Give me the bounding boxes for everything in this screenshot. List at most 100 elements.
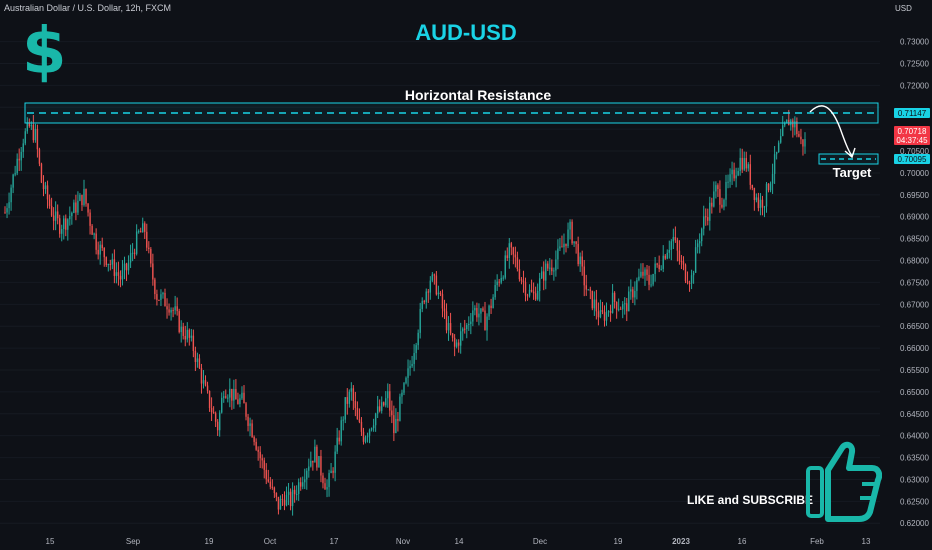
time-tick-7: Dec (533, 537, 547, 546)
time-axis[interactable] (0, 532, 932, 550)
candle-body (403, 383, 405, 393)
candle-body (441, 294, 444, 309)
candle-body (67, 219, 69, 230)
candle-body (81, 194, 83, 206)
candle-body (253, 437, 255, 442)
candles (4, 109, 806, 516)
candle-body (692, 272, 695, 276)
candle-body (101, 244, 103, 248)
candle-body (630, 289, 632, 292)
candle-body (769, 183, 772, 191)
candle-body (690, 275, 693, 284)
candle-body (709, 202, 711, 221)
candle-body (773, 154, 776, 174)
candle-body (534, 293, 537, 300)
candle-body (431, 274, 434, 281)
candle-body (802, 139, 804, 147)
candle-body (411, 363, 413, 367)
time-tick-0: 15 (46, 537, 55, 546)
candle-body (348, 391, 351, 404)
candle-body (399, 396, 401, 421)
candle-body (735, 175, 737, 179)
time-scale-labels: 15 Sep 19 Oct 17 Nov 14 Dec 19 2023 16 Feb 13 (46, 537, 871, 546)
candle-body (129, 253, 132, 263)
candle-body (387, 391, 389, 399)
candle-body (103, 247, 105, 258)
candle-body (632, 289, 634, 298)
price-tick-7: 0.69500 (900, 191, 929, 200)
candle-body (409, 366, 411, 369)
candle-body (559, 246, 561, 249)
candle-body (73, 202, 75, 213)
candle-body (609, 311, 612, 313)
candle-body (283, 499, 286, 506)
candle-body (800, 136, 802, 140)
candle-body (202, 380, 205, 384)
candle-body (484, 310, 486, 331)
candle-body (676, 240, 679, 251)
candle-body (216, 421, 219, 431)
candle-body (263, 460, 265, 470)
candle-body (731, 169, 733, 175)
candle-body (684, 264, 687, 282)
symbol-header[interactable]: Australian Dollar / U.S. Dollar, 12h, FX… (4, 3, 172, 13)
candle-body (445, 311, 448, 331)
candle-body (447, 323, 450, 331)
candle-body (44, 185, 47, 190)
time-tick-5: Nov (396, 537, 410, 546)
candle-body (336, 437, 338, 452)
candle-body (777, 142, 780, 153)
current-price-tag (894, 126, 930, 145)
candle-body (670, 241, 673, 250)
candle-body (682, 261, 685, 265)
candle-body (636, 280, 638, 291)
candle-body (652, 273, 654, 285)
candle-body (372, 425, 375, 429)
price-tick-15: 0.65500 (900, 366, 929, 375)
price-tick-6: 0.70000 (900, 169, 929, 178)
candle-body (532, 291, 535, 294)
candle-body (733, 169, 735, 179)
candle-body (771, 173, 774, 184)
price-axis[interactable] (880, 0, 932, 532)
candle-body (97, 249, 99, 255)
time-tick-6: 14 (455, 537, 464, 546)
candle-body (135, 231, 138, 254)
candle-body (196, 358, 199, 362)
time-tick-11: Feb (810, 537, 824, 546)
candle-body (694, 247, 697, 273)
candle-body (127, 262, 130, 271)
candle-body (516, 257, 519, 269)
candle-body (54, 211, 57, 221)
candle-body (792, 120, 794, 128)
candle-body (579, 256, 581, 265)
candle-body (660, 268, 662, 270)
candle-body (174, 306, 176, 311)
candle-body (235, 389, 237, 400)
candle-body (668, 249, 671, 253)
candle-body (421, 301, 423, 309)
candle-body (158, 299, 160, 301)
candle-body (672, 237, 675, 242)
candle-body (595, 299, 598, 312)
candle-body (139, 231, 142, 233)
time-tick-8: 19 (614, 537, 623, 546)
candle-body (186, 329, 188, 340)
candle-body (794, 121, 796, 128)
candle-body (759, 199, 762, 209)
candle-body (6, 208, 8, 213)
candle-body (190, 335, 193, 338)
candle-body (583, 266, 585, 286)
candle-body (117, 272, 120, 276)
candle-body (719, 189, 721, 205)
candle-body (389, 391, 391, 411)
candle-body (739, 157, 741, 172)
candle-body (686, 281, 689, 283)
candle-body (340, 420, 342, 442)
candle-body (99, 244, 101, 255)
candle-body (164, 292, 166, 307)
candle-body (749, 164, 752, 185)
candle-body (480, 308, 482, 314)
candle-body (615, 301, 618, 310)
time-tick-3: Oct (264, 537, 277, 546)
